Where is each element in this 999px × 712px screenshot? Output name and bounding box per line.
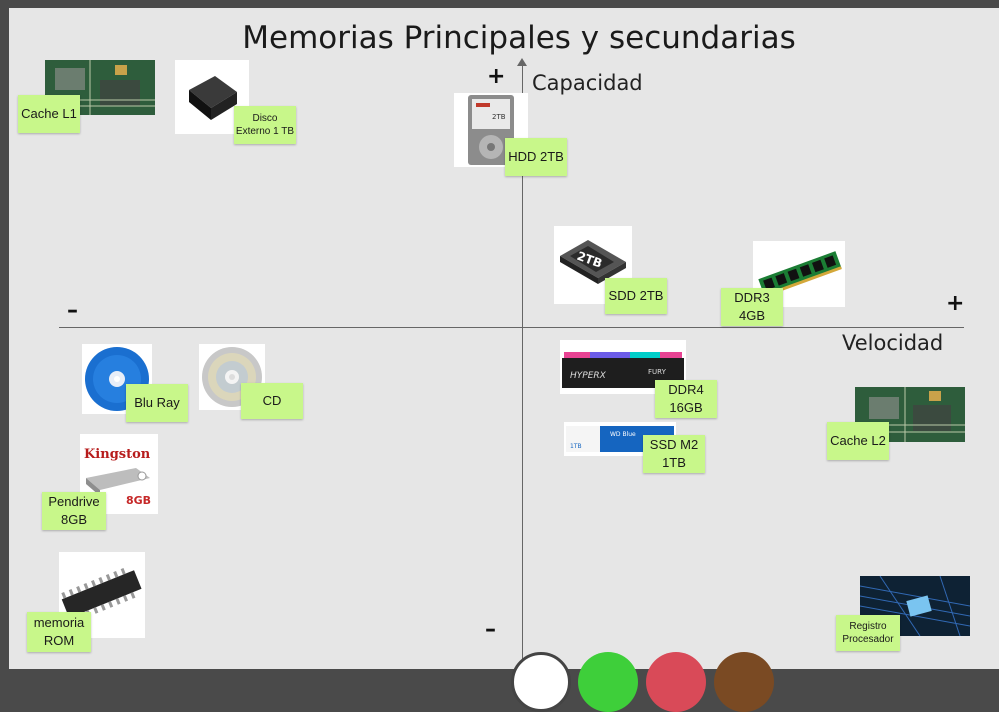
x-axis-plus: +: [946, 291, 965, 316]
y-axis-line: [522, 60, 523, 660]
x-axis-minus: –: [67, 298, 78, 323]
hdd-note: HDD 2TB: [505, 138, 567, 176]
y-axis-plus: +: [487, 64, 506, 89]
ddr3-note: DDR3 4GB: [721, 288, 783, 326]
toolbar-circle-green[interactable]: [578, 652, 638, 712]
cache-l1-note: Cache L1: [18, 95, 80, 133]
toolbar-circle-brown[interactable]: [714, 652, 774, 712]
ssd-capacity-text: 1TB: [570, 443, 582, 450]
y-axis-arrow-icon: [517, 58, 527, 66]
y-axis-label: Capacidad: [532, 71, 643, 95]
ddr4-model-text: FURY: [648, 368, 667, 376]
pendrive-capacity-text: 8GB: [126, 494, 151, 507]
rom-note: memoria ROM: [27, 612, 91, 652]
hdd-image-label: 2TB: [492, 113, 506, 121]
x-axis-line: [59, 327, 964, 328]
diagram-board: Memorias Principales y secundarias + Cap…: [9, 8, 999, 669]
toolbar-circle-red[interactable]: [646, 652, 706, 712]
ssd-m2-note: SSD M2 1TB: [643, 435, 705, 473]
cache-l2-note: Cache L2: [827, 422, 889, 460]
disco-externo-note: Disco Externo 1 TB: [234, 106, 296, 144]
y-axis-minus: –: [485, 617, 496, 642]
kingston-logo-text: Kingston: [84, 447, 151, 462]
ddr4-note: DDR4 16GB: [655, 380, 717, 418]
x-axis-label: Velocidad: [842, 331, 944, 355]
sdd-note: SDD 2TB: [605, 278, 667, 314]
cd-note: CD: [241, 383, 303, 419]
ssd-brand-text: WD Blue: [610, 431, 636, 438]
page-title: Memorias Principales y secundarias: [242, 20, 796, 56]
blu-ray-note: Blu Ray: [126, 384, 188, 422]
toolbar-circle-white[interactable]: [511, 652, 571, 712]
ddr4-brand-text: HYPERX: [570, 371, 607, 381]
registro-note: Registro Procesador: [836, 615, 900, 651]
pendrive-note: Pendrive 8GB: [42, 492, 106, 530]
